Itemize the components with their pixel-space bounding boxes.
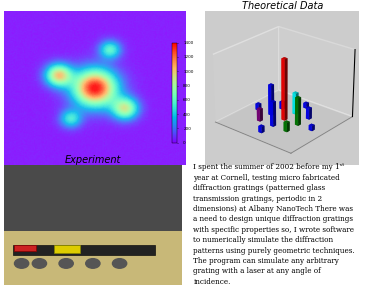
FancyBboxPatch shape <box>4 165 182 285</box>
Circle shape <box>86 259 100 268</box>
Title: Theoretical Data: Theoretical Data <box>242 1 323 11</box>
Title: Experiment: Experiment <box>65 154 121 164</box>
Circle shape <box>32 259 47 268</box>
FancyBboxPatch shape <box>13 245 155 255</box>
Text: I spent the summer of 2002 before my 1ˢᵗ
year at Cornell, testing micro fabricat: I spent the summer of 2002 before my 1ˢᵗ… <box>193 163 355 285</box>
FancyBboxPatch shape <box>4 165 182 231</box>
FancyBboxPatch shape <box>14 245 36 251</box>
Circle shape <box>14 259 29 268</box>
Circle shape <box>113 259 127 268</box>
Title: Experimental Data: Experimental Data <box>49 1 141 11</box>
FancyBboxPatch shape <box>54 245 80 253</box>
Circle shape <box>59 259 73 268</box>
